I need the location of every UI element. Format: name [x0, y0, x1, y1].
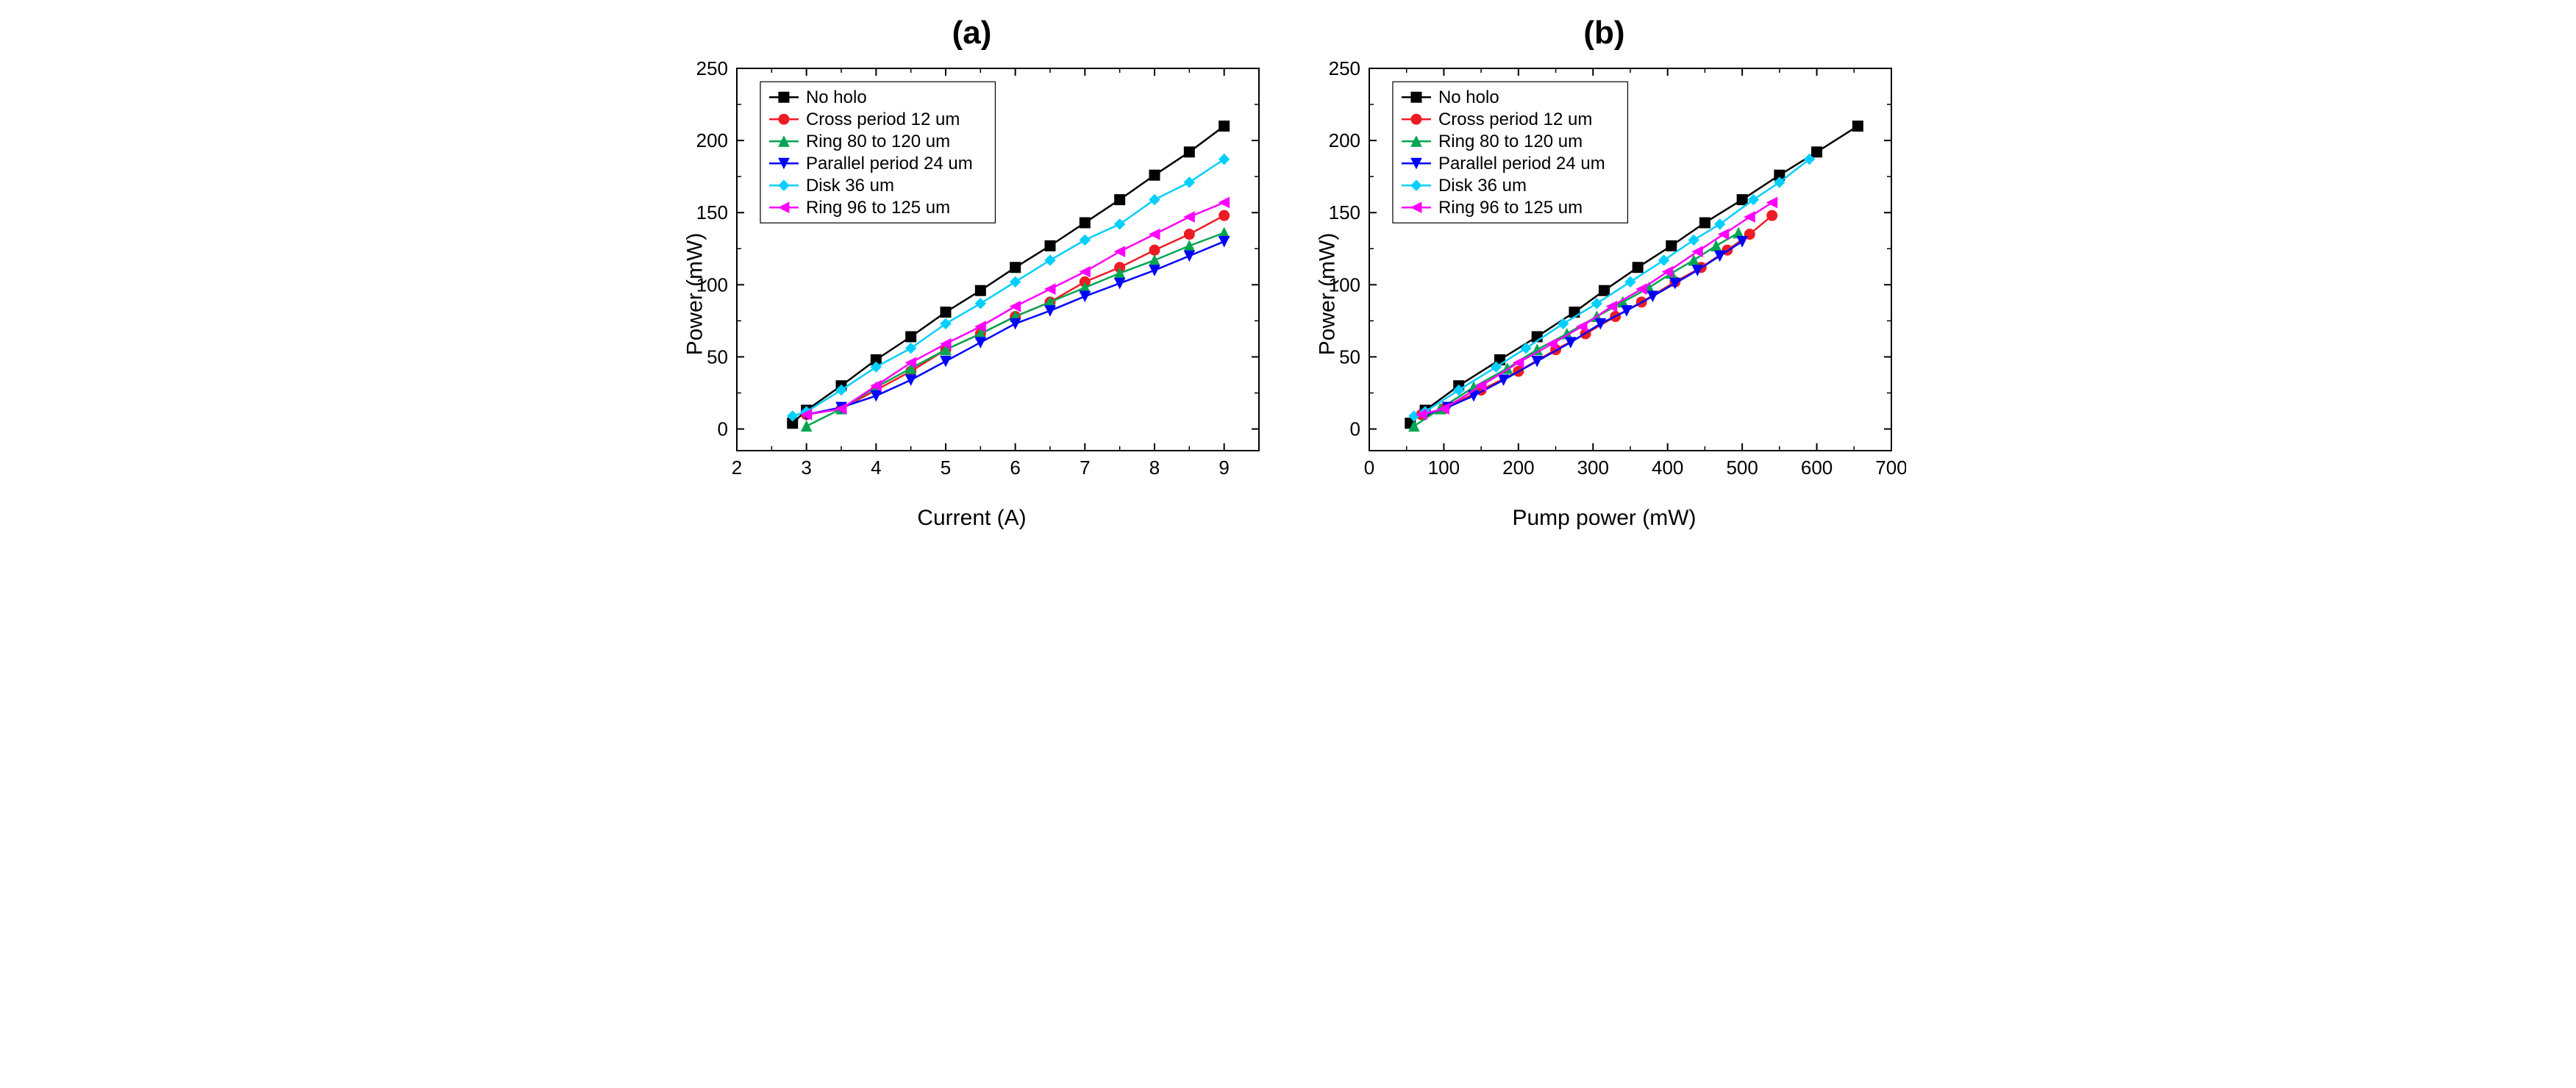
svg-text:250: 250	[696, 57, 727, 79]
svg-text:150: 150	[696, 201, 727, 223]
svg-text:Parallel period 24 um: Parallel period 24 um	[1438, 154, 1605, 173]
panel-a-chartbox: Power (mW) 23456789050100150200250No hol…	[671, 57, 1274, 531]
panel-a: (a) Power (mW) 23456789050100150200250No…	[671, 15, 1274, 531]
svg-text:200: 200	[1328, 129, 1360, 151]
svg-text:Parallel period 24 um: Parallel period 24 um	[805, 154, 972, 173]
svg-text:6: 6	[1010, 457, 1020, 479]
legend: No holo Cross period 12 um Ring 80 to 120 …	[760, 82, 995, 223]
panel-a-svg: 23456789050100150200250No holoCross peri…	[671, 57, 1274, 498]
legend: No holo Cross period 12 um Ring 80 to 120 …	[1392, 82, 1627, 223]
svg-text:3: 3	[801, 457, 811, 479]
figure-container: (a) Power (mW) 2 3 4 5 6 7 8 9 0 50 100 150 200 250 No…	[0, 0, 2576, 553]
panel-b-xlabel: Pump power (mW)	[1303, 506, 1906, 531]
svg-text:700: 700	[1875, 457, 1906, 479]
svg-text:8: 8	[1149, 457, 1159, 479]
panel-b: (b) Power (mW) 0 100 200 300 400 500 600 700 0 50…	[1303, 15, 1906, 531]
svg-text:Ring 96 to 125 um: Ring 96 to 125 um	[805, 198, 949, 218]
svg-text:No holo: No holo	[1438, 87, 1499, 107]
svg-text:9: 9	[1219, 457, 1229, 479]
panel-b-svg: 0100200300400500600700050100150200250No …	[1303, 57, 1906, 498]
svg-text:Disk 36 um: Disk 36 um	[805, 176, 893, 196]
panel-a-xlabel: Current (A)	[671, 506, 1274, 531]
svg-text:150: 150	[1328, 201, 1360, 223]
svg-text:250: 250	[1328, 57, 1360, 79]
panel-b-chartbox: Power (mW) 01002003004005006007000501001…	[1303, 57, 1906, 531]
svg-text:0: 0	[717, 418, 727, 440]
svg-text:600: 600	[1800, 457, 1832, 479]
svg-text:100: 100	[1427, 457, 1459, 479]
svg-text:7: 7	[1080, 457, 1090, 479]
svg-text:Disk 36 um: Disk 36 um	[1438, 176, 1526, 196]
svg-text:0: 0	[1363, 457, 1374, 479]
svg-text:400: 400	[1652, 457, 1683, 479]
svg-text:No holo: No holo	[805, 87, 866, 107]
svg-text:4: 4	[871, 457, 881, 479]
panel-b-title: (b)	[1583, 15, 1624, 51]
svg-text:5: 5	[940, 457, 950, 479]
panel-a-ylabel: Power (mW)	[682, 233, 707, 356]
svg-text:200: 200	[1502, 457, 1534, 479]
svg-text:Cross period 12 um: Cross period 12 um	[1438, 110, 1591, 129]
svg-text:300: 300	[1577, 457, 1608, 479]
svg-text:0: 0	[1349, 418, 1360, 440]
svg-text:200: 200	[696, 129, 727, 151]
svg-text:50: 50	[707, 346, 728, 368]
svg-text:Ring 96 to 125 um: Ring 96 to 125 um	[1438, 198, 1582, 218]
svg-text:500: 500	[1726, 457, 1758, 479]
svg-text:Ring 80 to 120 um: Ring 80 to 120 um	[1438, 132, 1582, 151]
svg-text:2: 2	[731, 457, 741, 479]
panel-b-ylabel: Power (mW)	[1315, 233, 1340, 356]
svg-text:Ring 80 to 120 um: Ring 80 to 120 um	[805, 132, 949, 151]
panel-a-title: (a)	[952, 15, 992, 51]
svg-text:Cross period 12 um: Cross period 12 um	[805, 110, 959, 129]
svg-text:50: 50	[1339, 346, 1360, 368]
